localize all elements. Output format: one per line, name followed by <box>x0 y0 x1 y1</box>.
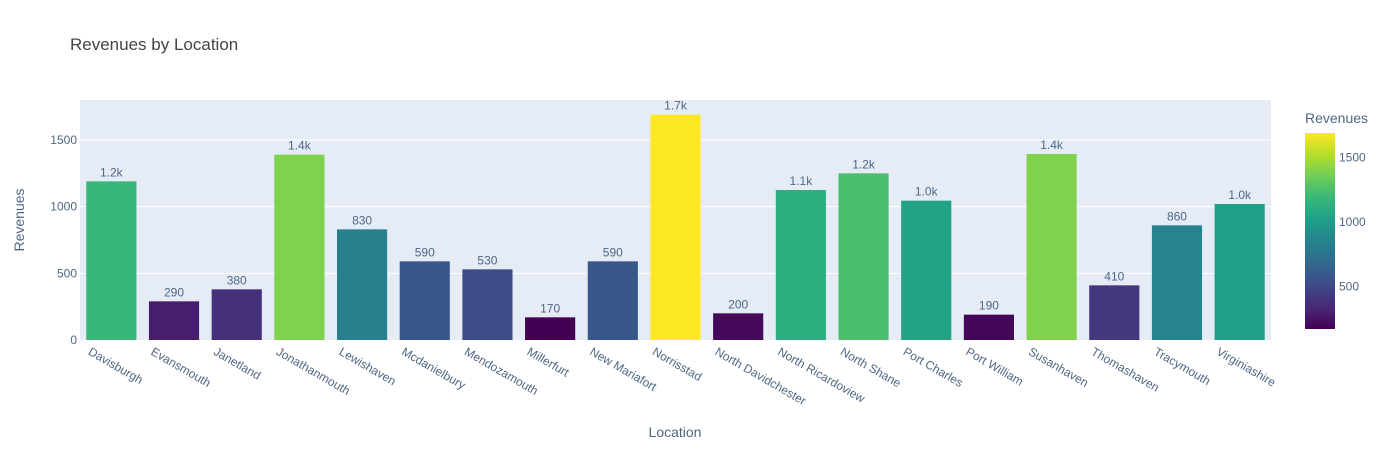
bar-value-label: 1.7k <box>664 99 688 113</box>
chart-title: Revenues by Location <box>70 35 238 54</box>
bar <box>1089 285 1140 340</box>
bar <box>1026 154 1077 340</box>
bar-value-label: 1.2k <box>100 165 124 179</box>
y-axis-ticks: 0 500 1000 1500 <box>50 133 77 347</box>
bar <box>587 261 638 340</box>
colorbar-title: Revenues <box>1305 110 1368 126</box>
bar <box>148 301 200 340</box>
bar-value-label: 410 <box>1104 269 1124 283</box>
colorbar-ticks: 500 1000 1500 <box>1339 151 1366 294</box>
bar-value-label: 170 <box>540 301 560 315</box>
bar-value-label: 200 <box>728 297 748 311</box>
bar-value-label: 1.4k <box>288 139 312 153</box>
bar-value-label: 530 <box>477 253 497 267</box>
bar <box>462 269 513 340</box>
bar <box>211 289 262 340</box>
y-tick-label: 1500 <box>50 133 77 147</box>
bar <box>1151 225 1203 340</box>
bar <box>86 181 137 340</box>
bar <box>963 314 1014 340</box>
bar-value-label: 860 <box>1167 209 1187 223</box>
bar-value-label: 190 <box>979 299 999 313</box>
bar <box>775 190 826 340</box>
bar <box>399 261 450 340</box>
bar-value-label: 590 <box>415 245 435 259</box>
bar-value-label: 830 <box>352 213 372 227</box>
bar-value-label: 1.2k <box>852 157 876 171</box>
colorbar-tick-label: 1000 <box>1339 215 1366 229</box>
bar <box>713 313 764 340</box>
bar-value-label: 1.0k <box>1228 188 1252 202</box>
x-tick-label: Evansmouth <box>149 344 214 389</box>
bar <box>838 173 889 340</box>
bars <box>86 114 1265 341</box>
x-tick-label: Millerfurt <box>525 344 572 379</box>
x-axis-title: Location <box>649 424 702 440</box>
x-tick-label: Norrisstad <box>650 344 704 383</box>
colorbar <box>1305 133 1335 329</box>
x-tick-label: Port Charles <box>901 344 966 389</box>
bar-value-label: 1.0k <box>915 185 939 199</box>
bar-value-label: 1.1k <box>790 174 814 188</box>
bar <box>525 317 576 340</box>
x-tick-label: Davisburgh <box>86 344 146 386</box>
bar <box>1214 204 1265 340</box>
bar-data-labels: 1.2k 290 380 1.4k 830 590 530 170 590 1.7k 200 1.1k… <box>100 99 1252 316</box>
bar <box>650 114 701 341</box>
bar <box>901 200 952 340</box>
y-tick-label: 0 <box>70 333 77 347</box>
bar <box>337 229 388 340</box>
x-tick-label: Thomashaven <box>1089 344 1162 394</box>
y-tick-label: 500 <box>57 266 77 280</box>
x-tick-label: Virginiashire <box>1214 344 1278 389</box>
bar <box>274 154 325 340</box>
bar-value-label: 290 <box>164 285 184 299</box>
y-tick-label: 1000 <box>50 200 77 214</box>
colorbar-tick-label: 500 <box>1339 279 1359 293</box>
x-tick-label: Janetland <box>211 344 263 382</box>
bar-value-label: 1.4k <box>1040 138 1064 152</box>
y-axis-title: Revenues <box>11 188 27 251</box>
x-tick-label: Port William <box>963 344 1025 388</box>
x-tick-label: New Mariafort <box>587 344 659 394</box>
bar-value-label: 380 <box>227 273 247 287</box>
colorbar-tick-label: 1500 <box>1339 151 1366 165</box>
bar-value-label: 590 <box>603 245 623 259</box>
x-tick-label: Mcdanielbury <box>399 344 468 392</box>
x-tick-label: Susanhaven <box>1026 344 1091 389</box>
